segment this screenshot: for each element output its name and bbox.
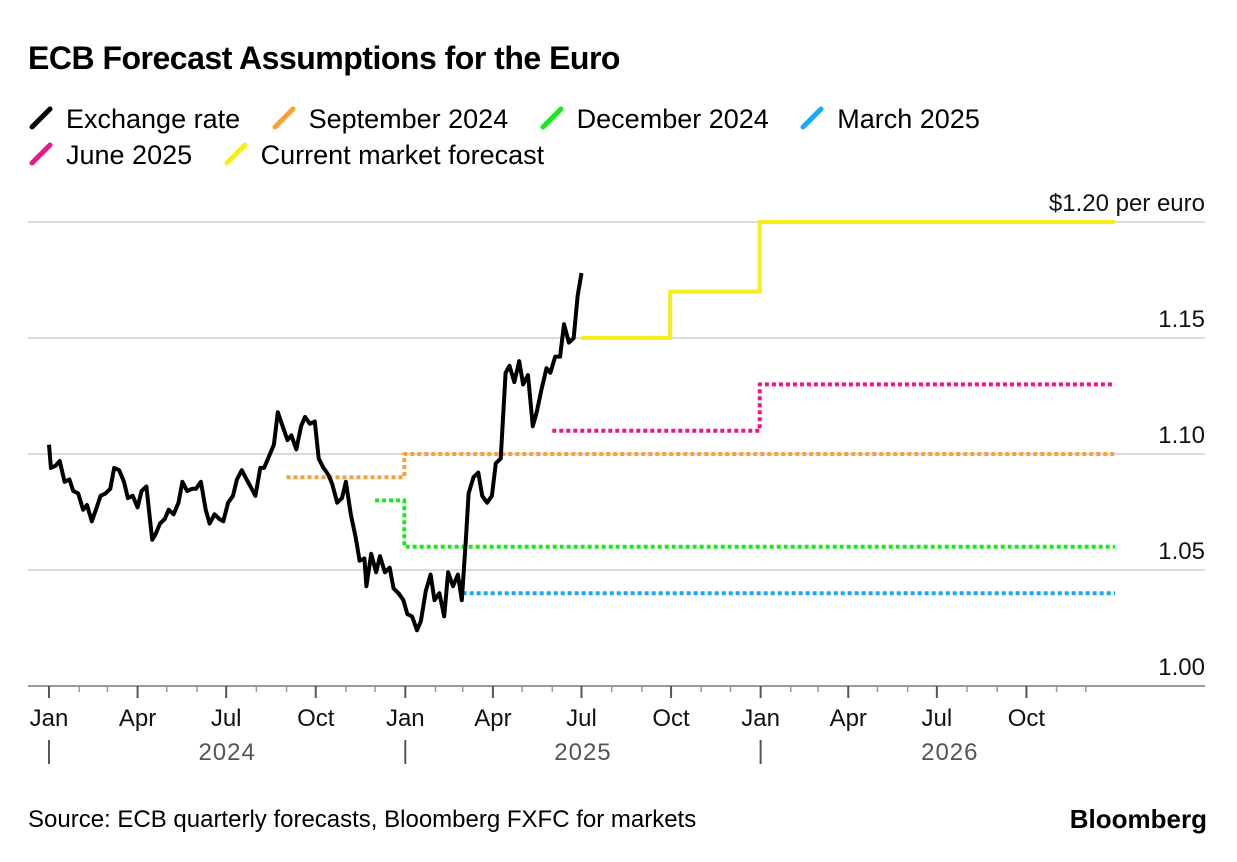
y-tick-label: 1.15 (1158, 306, 1205, 333)
x-tick-label: Oct (652, 705, 690, 732)
x-tick-label: Jul (566, 705, 597, 732)
year-label: 2025 (554, 739, 611, 766)
legend-item-september-2024: September 2024 (271, 104, 509, 134)
x-tick-label: Jul (211, 705, 242, 732)
legend-swatch-icon (539, 105, 565, 131)
y-tick-label: 1.05 (1158, 538, 1205, 565)
brand-logo: Bloomberg (1069, 804, 1207, 834)
legend-label: December 2024 (576, 104, 769, 134)
legend-label: March 2025 (837, 104, 980, 134)
x-tick-label: Jan (741, 705, 780, 732)
x-tick-label: Oct (1008, 705, 1046, 732)
year-label: 2024 (198, 739, 255, 766)
x-tick-label: Apr (474, 705, 511, 732)
x-tick-label: Jan (386, 705, 425, 732)
legend-label: September 2024 (308, 104, 509, 134)
x-tick-label: Oct (297, 705, 335, 732)
legend-item-december-2024: December 2024 (539, 104, 769, 134)
x-tick-label: Jan (30, 705, 69, 732)
legend-label: Exchange rate (66, 104, 241, 134)
legend-swatch-icon (271, 105, 297, 131)
y-tick-label: 1.00 (1158, 654, 1205, 681)
legend-swatch-icon (799, 105, 825, 131)
x-tick-label: Jul (922, 705, 953, 732)
legend-item-current-market-forecast: Current market forecast (223, 140, 545, 170)
chart-title: ECB Forecast Assumptions for the Euro (28, 40, 620, 76)
series-line-exchange-rate (47, 272, 584, 633)
legend-label: Current market forecast (260, 140, 545, 170)
source-note: Source: ECB quarterly forecasts, Bloombe… (28, 806, 697, 833)
legend-item-exchange-rate: Exchange rate (28, 104, 240, 134)
series-line-june-2025 (552, 382, 1115, 433)
legend-swatch-icon (28, 141, 54, 167)
series-line-current-market-forecast (581, 220, 1115, 340)
y-tick-label: 1.10 (1158, 422, 1205, 449)
legend: Exchange rate September 2024 December 20… (28, 104, 1178, 176)
series-line-september-2024 (286, 452, 1115, 480)
year-label: 2026 (921, 739, 978, 766)
y-tick-label: $1.20 per euro (1049, 190, 1205, 217)
x-tick-label: Apr (830, 705, 867, 732)
legend-swatch-icon (223, 141, 249, 167)
series-line-december-2024 (375, 498, 1115, 549)
legend-item-march-2025: March 2025 (799, 104, 980, 134)
legend-item-june-2025: June 2025 (28, 140, 192, 170)
legend-swatch-icon (28, 105, 54, 131)
legend-label: June 2025 (66, 140, 193, 170)
x-tick-label: Apr (119, 705, 156, 732)
